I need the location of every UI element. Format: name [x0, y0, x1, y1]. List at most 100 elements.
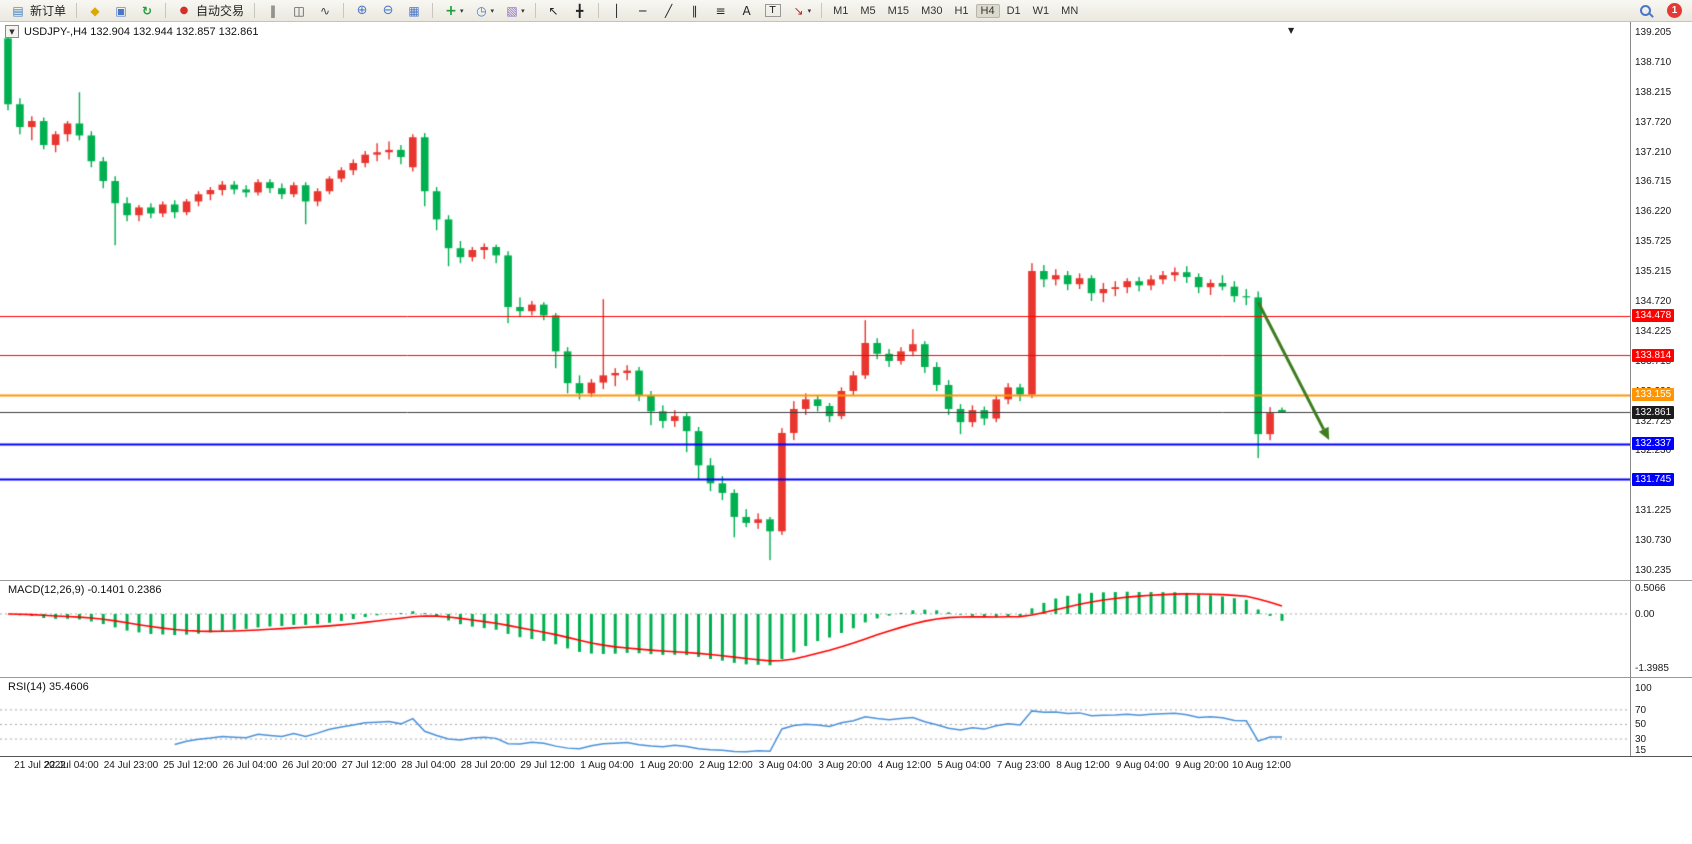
- price-axis-label: 136.715: [1635, 176, 1672, 188]
- indicators-icon: +: [445, 2, 457, 19]
- price-scale[interactable]: 139.205 138.710 138.215 137.720 137.210 136.7…: [1631, 22, 1692, 778]
- toolbar-separator: [76, 3, 78, 18]
- chevron-down-icon: ▾: [460, 6, 464, 15]
- refresh-icon: ↻: [141, 3, 153, 18]
- candlestick-chart-icon: ◫: [293, 3, 305, 18]
- auto-trading-button[interactable]: ● 自动交易: [172, 1, 248, 20]
- rsi-scale-label: 70: [1635, 704, 1647, 716]
- metaeditor-button[interactable]: ◆: [83, 1, 107, 20]
- clock-icon: ◷: [476, 3, 487, 18]
- time-axis-label: 10 Aug 12:00: [1232, 760, 1291, 771]
- vertical-line-tool-button[interactable]: │: [605, 1, 629, 20]
- trendline-tool-button[interactable]: ╱: [657, 1, 681, 20]
- time-axis-label: 1 Aug 20:00: [639, 760, 694, 771]
- time-axis-label: 5 Aug 04:00: [937, 760, 991, 771]
- timeframe-d1[interactable]: D1: [1006, 4, 1021, 17]
- tile-windows-icon: ▦: [408, 3, 420, 18]
- timeframe-h4[interactable]: H4: [975, 3, 1000, 18]
- horizontal-line-tool-button[interactable]: ─: [631, 1, 655, 20]
- timeframe-m5[interactable]: M5: [860, 4, 876, 17]
- time-axis-label: 27 Jul 12:00: [341, 760, 397, 771]
- chart-title: USDJPY-,H4 132.904 132.944 132.857 132.8…: [24, 25, 259, 38]
- text-icon: A: [742, 3, 751, 18]
- toolbar-separator: [165, 3, 167, 18]
- rsi-indicator-label: RSI(14) 35.4606: [8, 681, 89, 693]
- chevron-down-icon: ▾: [490, 6, 495, 15]
- price-axis-label: 138.215: [1635, 86, 1672, 98]
- chart-title-bar: ▼ USDJPY-,H4 132.904 132.944 132.857 132…: [5, 25, 258, 38]
- time-axis-label: 24 Jul 23:00: [103, 760, 159, 771]
- rsi-scale-label: 50: [1635, 719, 1647, 731]
- time-axis-label: 26 Jul 04:00: [222, 760, 278, 771]
- timeframe-m15[interactable]: M15: [887, 4, 910, 17]
- new-order-label: 新订单: [30, 4, 67, 18]
- time-axis[interactable]: 21 Jul 2022 22 Jul 04:00 24 Jul 23:00 25 Ju…: [0, 760, 1630, 776]
- rsi-pane-canvas[interactable]: [0, 678, 1630, 756]
- candlestick-chart-button[interactable]: ◫: [287, 1, 311, 20]
- trendline-icon: ╱: [664, 3, 673, 18]
- time-axis-label: 25 Jul 12:00: [163, 760, 218, 771]
- timeframe-mn[interactable]: MN: [1061, 4, 1079, 17]
- toolbar-separator: [254, 3, 256, 18]
- chart-shift-marker[interactable]: ▼: [1288, 26, 1295, 35]
- time-axis-label: 28 Jul 20:00: [460, 760, 516, 771]
- price-axis-label: 137.720: [1635, 116, 1672, 128]
- price-axis-label: 136.220: [1635, 206, 1672, 218]
- market-watch-icon: ▣: [115, 3, 127, 18]
- zoom-out-icon: ⊖: [382, 3, 394, 18]
- price-tag: 134.478: [1632, 309, 1675, 322]
- toolbar-separator: [432, 3, 434, 18]
- arrows-tool-button[interactable]: ↘ ▾: [787, 1, 816, 20]
- macd-scale-label: 0.00: [1635, 608, 1655, 620]
- fibonacci-tool-button[interactable]: ≡: [709, 1, 733, 20]
- periods-button[interactable]: ◷ ▾: [470, 1, 499, 20]
- bar-chart-button[interactable]: ‖: [261, 1, 285, 20]
- timeframe-w1[interactable]: W1: [1032, 4, 1050, 17]
- time-axis-label: 3 Aug 04:00: [758, 760, 813, 771]
- timeframe-h1[interactable]: H1: [954, 4, 969, 17]
- text-tool-button[interactable]: A: [735, 1, 759, 20]
- chevron-down-icon: ▾: [521, 6, 525, 15]
- cursor-tool-button[interactable]: ↖: [542, 1, 566, 20]
- main-chart-canvas[interactable]: [0, 22, 1630, 580]
- crosshair-tool-button[interactable]: ╋: [568, 1, 592, 20]
- price-axis-label: 130.235: [1635, 565, 1672, 576]
- timeframe-m1[interactable]: M1: [833, 4, 849, 17]
- price-tag: 132.337: [1632, 437, 1675, 451]
- horizontal-line-icon: ─: [638, 3, 647, 18]
- time-axis-label: 8 Aug 12:00: [1056, 760, 1110, 771]
- macd-scale-label: -1.3985: [1635, 663, 1669, 674]
- zoom-out-button[interactable]: ⊖: [376, 1, 400, 20]
- templates-button[interactable]: ▧ ▾: [500, 1, 529, 20]
- chart-window: ▼ USDJPY-,H4 132.904 132.944 132.857 132…: [0, 22, 1692, 844]
- new-order-button[interactable]: ▤ 新订单: [6, 1, 70, 20]
- bar-chart-icon: ‖: [270, 3, 277, 18]
- channel-tool-button[interactable]: ∥: [683, 1, 707, 20]
- search-icon[interactable]: [1640, 5, 1651, 16]
- market-watch-button[interactable]: ▣: [109, 1, 133, 20]
- notification-badge[interactable]: 1: [1667, 3, 1682, 18]
- timeframe-m30[interactable]: M30: [921, 4, 943, 17]
- pane-separator[interactable]: [0, 580, 1692, 581]
- price-axis-label: 134.720: [1635, 296, 1672, 307]
- pane-separator[interactable]: [0, 677, 1692, 678]
- rsi-scale-label: 15: [1635, 745, 1647, 756]
- time-axis-label: 9 Aug 04:00: [1115, 760, 1170, 771]
- metaeditor-icon: ◆: [90, 3, 100, 18]
- macd-scale-label: 0.5066: [1635, 583, 1666, 594]
- toolbar: ▤ 新订单 ◆ ▣ ↻ ● 自动交易 ‖ ◫ ∿ ⊕ ⊖ ▦ + ▾ ◷ ▾ ▧…: [0, 0, 1692, 22]
- tile-windows-button[interactable]: ▦: [402, 1, 426, 20]
- zoom-in-button[interactable]: ⊕: [350, 1, 374, 20]
- rsi-scale-label: 100: [1635, 683, 1652, 694]
- price-axis-label: 131.225: [1635, 505, 1672, 517]
- line-chart-button[interactable]: ∿: [313, 1, 337, 20]
- indicators-button[interactable]: + ▾: [439, 1, 468, 20]
- crosshair-icon: ╋: [575, 3, 584, 18]
- macd-pane-canvas[interactable]: [0, 581, 1630, 676]
- label-tool-button[interactable]: T: [761, 1, 785, 20]
- symbol-dropdown-button[interactable]: ▼: [5, 25, 19, 38]
- price-axis-label: 137.210: [1635, 146, 1672, 158]
- refresh-button[interactable]: ↻: [135, 1, 159, 20]
- template-icon: ▧: [506, 3, 518, 18]
- chevron-down-icon: ▾: [807, 6, 812, 15]
